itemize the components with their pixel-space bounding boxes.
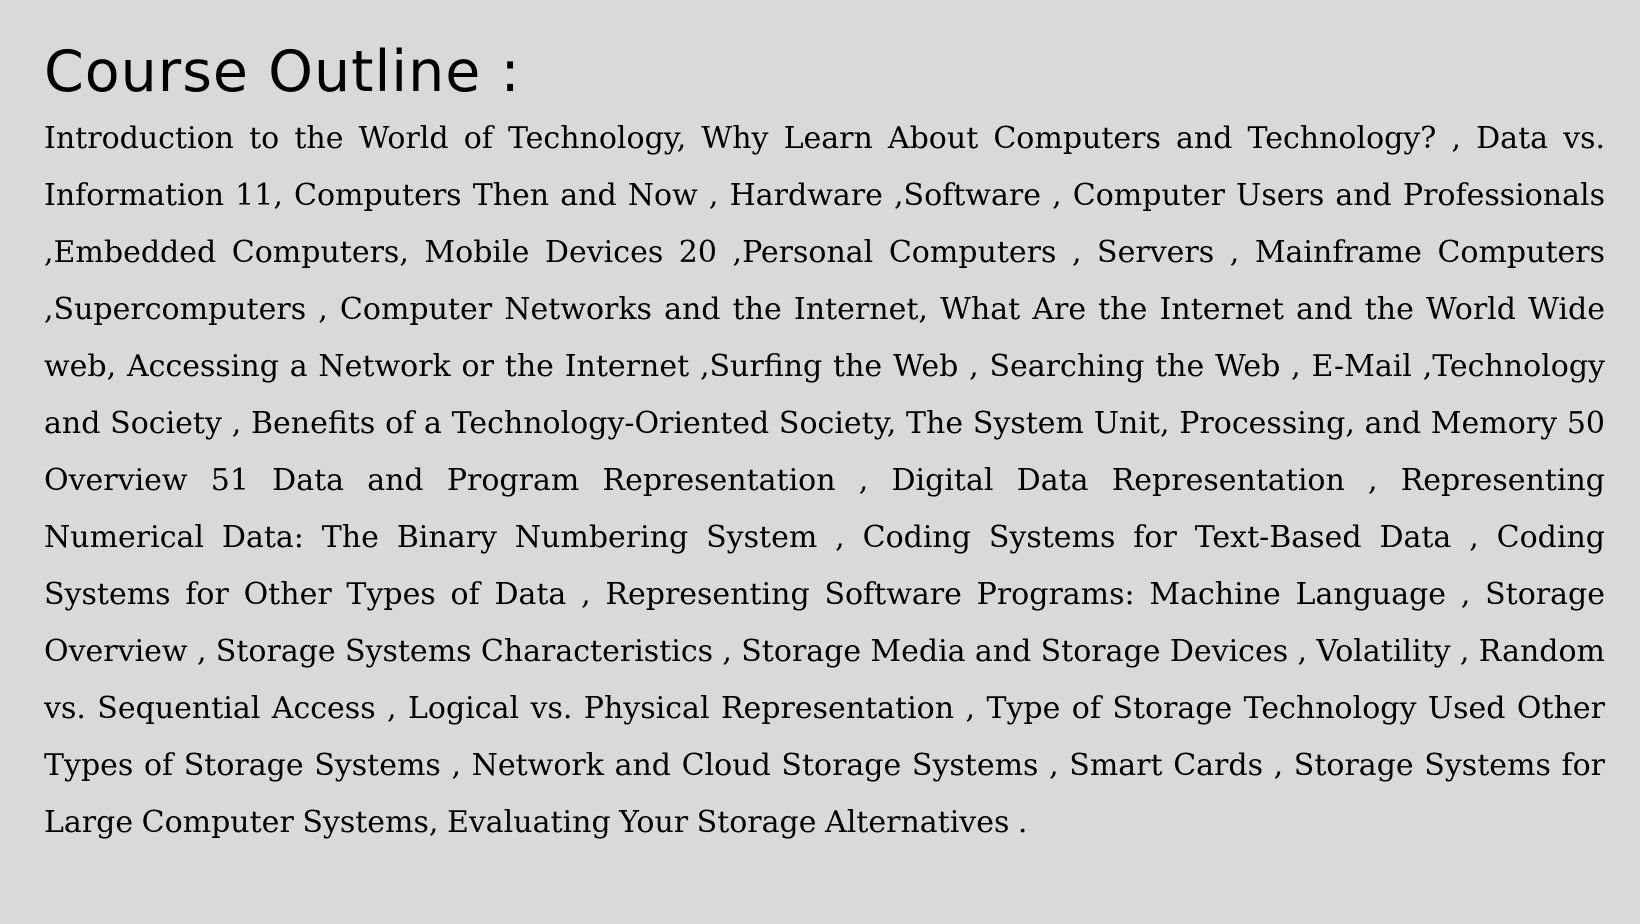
course-outline-heading: Course Outline : bbox=[44, 39, 521, 105]
course-outline-text: Introduction to the World of Technology,… bbox=[44, 121, 1605, 840]
